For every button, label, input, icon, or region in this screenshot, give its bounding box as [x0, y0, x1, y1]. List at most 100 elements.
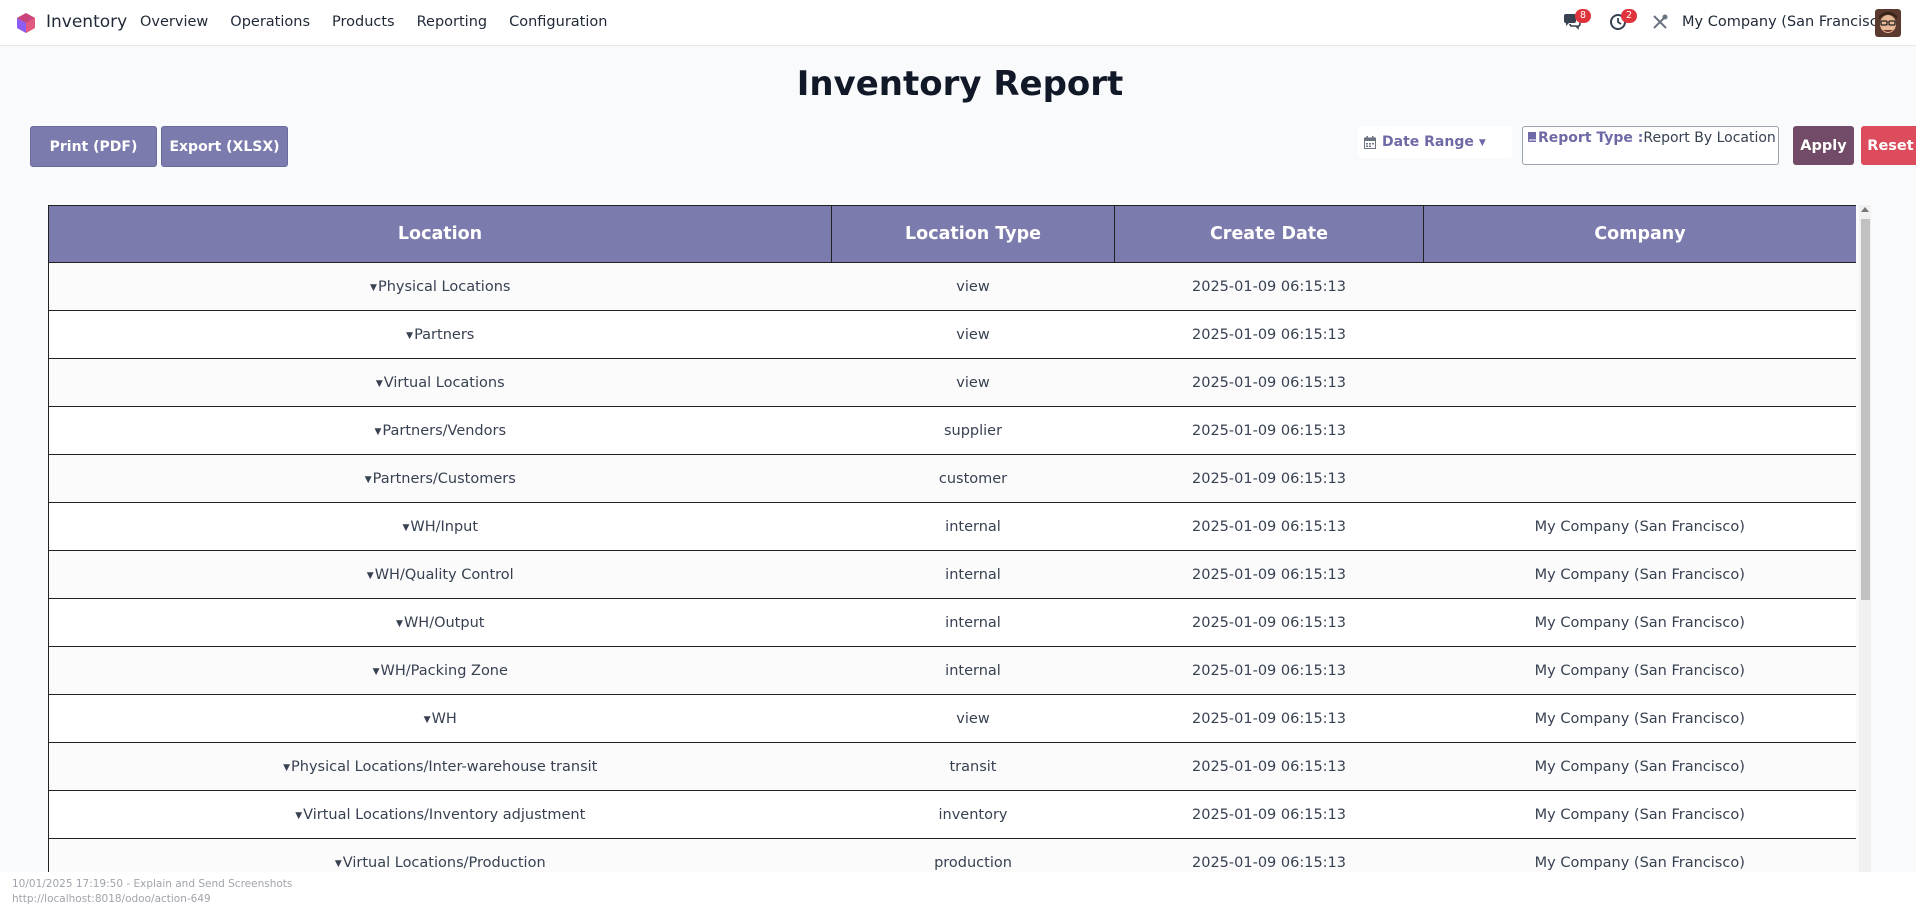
cell-location-type: view: [831, 310, 1115, 359]
app-name[interactable]: Inventory: [46, 12, 128, 32]
date-range-label: Date Range: [1382, 134, 1474, 150]
cell-company: [1423, 358, 1856, 407]
cell-location[interactable]: ▼Physical Locations: [48, 262, 832, 311]
expand-caret-icon[interactable]: ▼: [283, 762, 291, 773]
expand-caret-icon[interactable]: ▼: [374, 426, 382, 437]
expand-caret-icon[interactable]: ▼: [295, 810, 303, 821]
column-header-location[interactable]: Location: [48, 205, 832, 263]
cell-location[interactable]: ▼Partners/Vendors: [48, 406, 832, 455]
menu-reporting[interactable]: Reporting: [416, 14, 488, 30]
user-avatar[interactable]: [1875, 9, 1901, 37]
menu-products[interactable]: Products: [332, 14, 395, 30]
export-xlsx-button[interactable]: Export (XLSX): [161, 126, 288, 167]
cell-location[interactable]: ▼Physical Locations/Inter-warehouse tran…: [48, 742, 832, 791]
chevron-down-icon: ▼: [1478, 138, 1486, 148]
report-type-label: Report Type :: [1538, 130, 1644, 146]
cell-location-type: production: [831, 838, 1115, 872]
activities-badge: 2: [1621, 9, 1637, 23]
footer-timestamp: 10/01/2025 17:19:50 - Explain and Send S…: [12, 878, 293, 890]
location-name: WH/Output: [403, 614, 485, 631]
expand-caret-icon[interactable]: ▼: [375, 378, 383, 389]
column-header-location-type[interactable]: Location Type: [831, 205, 1115, 263]
top-navbar: Inventory Overview Operations Products R…: [0, 0, 1916, 46]
menu-overview[interactable]: Overview: [140, 14, 209, 30]
expand-caret-icon[interactable]: ▼: [406, 330, 414, 341]
cell-create-date: 2025-01-09 06:15:13: [1114, 694, 1424, 743]
cell-location-type: internal: [831, 646, 1115, 695]
expand-caret-icon[interactable]: ▼: [370, 282, 377, 293]
table-row[interactable]: ▼WH view 2025-01-09 06:15:13 My Company (Sa…: [48, 694, 1856, 743]
cell-create-date: 2025-01-09 06:15:13: [1114, 646, 1424, 695]
location-name: WH: [431, 710, 457, 727]
column-header-create-date[interactable]: Create Date: [1114, 205, 1424, 263]
table-row[interactable]: ▼WH/Input internal 2025-01-09 06:15:13 My C…: [48, 502, 1856, 551]
company-switcher[interactable]: My Company (San Francisco): [1682, 14, 1893, 30]
table-scrollbar[interactable]: [1859, 205, 1871, 872]
cell-location[interactable]: ▼WH/Quality Control: [48, 550, 832, 599]
reset-button[interactable]: Reset: [1861, 126, 1916, 165]
table-row[interactable]: ▼Partners view 2025-01-09 06:15:13: [48, 310, 1856, 359]
cell-create-date: 2025-01-09 06:15:13: [1114, 358, 1424, 407]
activities-button[interactable]: 2: [1609, 9, 1637, 33]
expand-caret-icon[interactable]: ▼: [423, 714, 431, 725]
date-range-dropdown[interactable]: Date Range ▼: [1358, 126, 1512, 158]
cell-location[interactable]: ▼Virtual Locations/Inventory adjustment: [48, 790, 832, 839]
expand-caret-icon[interactable]: ▼: [372, 666, 380, 677]
debug-tools-button[interactable]: [1651, 13, 1671, 33]
cell-location[interactable]: ▼Partners/Customers: [48, 454, 832, 503]
scroll-up-arrow-icon[interactable]: [1861, 207, 1869, 212]
cell-location[interactable]: ▼Partners: [48, 310, 832, 359]
expand-caret-icon[interactable]: ▼: [396, 618, 403, 629]
location-name: Virtual Locations/Inventory adjustment: [303, 806, 586, 823]
table-row[interactable]: ▼Partners/Customers customer 2025-01-09 06…: [48, 454, 1856, 503]
cell-location[interactable]: ▼Virtual Locations: [48, 358, 832, 407]
location-name: WH/Input: [410, 518, 479, 535]
calendar-icon: [1364, 135, 1376, 149]
location-name: Virtual Locations: [383, 374, 505, 391]
expand-caret-icon[interactable]: ▼: [402, 522, 410, 533]
expand-caret-icon[interactable]: ▼: [364, 474, 372, 485]
column-header-company[interactable]: Company: [1423, 205, 1856, 263]
location-name: Partners/Customers: [372, 470, 516, 487]
cell-location[interactable]: ▼WH/Packing Zone: [48, 646, 832, 695]
cell-company: My Company (San Francisco): [1423, 598, 1856, 647]
cell-location[interactable]: ▼WH/Input: [48, 502, 832, 551]
location-name: Partners: [414, 326, 475, 343]
menu-operations[interactable]: Operations: [230, 14, 310, 30]
expand-caret-icon[interactable]: ▼: [366, 570, 374, 581]
cell-company: My Company (San Francisco): [1423, 550, 1856, 599]
location-name: Virtual Locations/Production: [342, 854, 546, 871]
cell-create-date: 2025-01-09 06:15:13: [1114, 598, 1424, 647]
table-row[interactable]: ▼Physical Locations view 2025-01-09 06:15:…: [48, 262, 1856, 311]
table-row[interactable]: ▼Virtual Locations view 2025-01-09 06:15:1…: [48, 358, 1856, 407]
table-row[interactable]: ▼Partners/Vendors supplier 2025-01-09 06:1…: [48, 406, 1856, 455]
cell-create-date: 2025-01-09 06:15:13: [1114, 454, 1424, 503]
scrollbar-thumb[interactable]: [1861, 219, 1870, 600]
print-pdf-button[interactable]: Print (PDF): [30, 126, 157, 167]
report-type-selector[interactable]: Report Type :Report By Location: [1522, 126, 1779, 165]
cell-company: My Company (San Francisco): [1423, 694, 1856, 743]
cell-create-date: 2025-01-09 06:15:13: [1114, 790, 1424, 839]
menu-configuration[interactable]: Configuration: [509, 14, 608, 30]
table-row[interactable]: ▼Virtual Locations/Production production 2…: [48, 838, 1856, 872]
cell-company: My Company (San Francisco): [1423, 742, 1856, 791]
expand-caret-icon[interactable]: ▼: [334, 858, 342, 869]
cell-location[interactable]: ▼WH: [48, 694, 832, 743]
cell-location-type: supplier: [831, 406, 1115, 455]
main-menu: Overview Operations Products Reporting C…: [140, 14, 629, 30]
cell-location-type: internal: [831, 550, 1115, 599]
table-row[interactable]: ▼WH/Output internal 2025-01-09 06:15:13 My …: [48, 598, 1856, 647]
table-row[interactable]: ▼WH/Quality Control internal 2025-01-09 06…: [48, 550, 1856, 599]
messages-button[interactable]: 8: [1563, 9, 1591, 33]
table-row[interactable]: ▼Physical Locations/Inter-warehouse tran…: [48, 742, 1856, 791]
apply-button[interactable]: Apply: [1793, 126, 1854, 165]
cell-location[interactable]: ▼Virtual Locations/Production: [48, 838, 832, 872]
cell-create-date: 2025-01-09 06:15:13: [1114, 838, 1424, 872]
cell-location[interactable]: ▼WH/Output: [48, 598, 832, 647]
cell-company: [1423, 406, 1856, 455]
cell-create-date: 2025-01-09 06:15:13: [1114, 262, 1424, 311]
inventory-app-icon[interactable]: [16, 12, 36, 34]
table-row[interactable]: ▼Virtual Locations/Inventory adjustment i…: [48, 790, 1856, 839]
cell-location-type: customer: [831, 454, 1115, 503]
table-row[interactable]: ▼WH/Packing Zone internal 2025-01-09 06:15…: [48, 646, 1856, 695]
